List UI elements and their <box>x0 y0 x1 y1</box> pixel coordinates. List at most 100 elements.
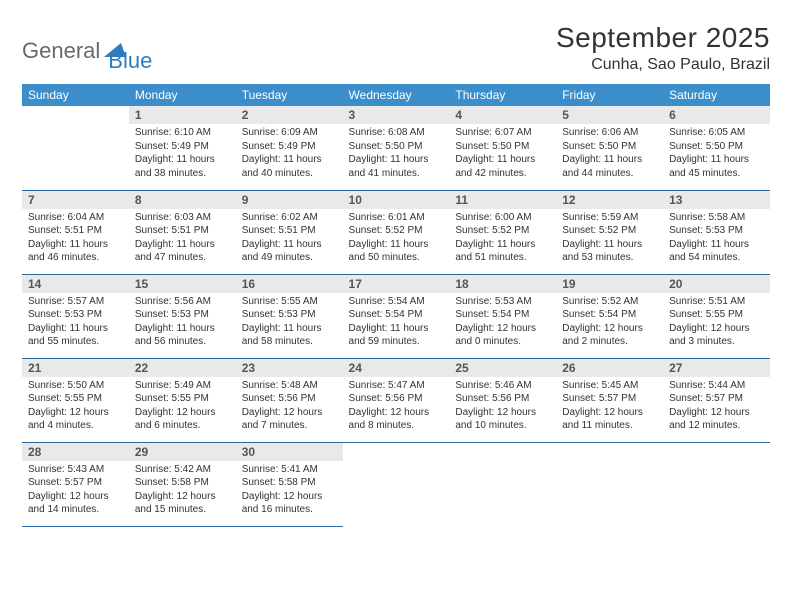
calendar-day-cell: 30Sunrise: 5:41 AMSunset: 5:58 PMDayligh… <box>236 442 343 526</box>
day-details: Sunrise: 5:53 AMSunset: 5:54 PMDaylight:… <box>449 293 556 353</box>
calendar-day-cell: 18Sunrise: 5:53 AMSunset: 5:54 PMDayligh… <box>449 274 556 358</box>
calendar-day-cell: 22Sunrise: 5:49 AMSunset: 5:55 PMDayligh… <box>129 358 236 442</box>
day-details: Sunrise: 6:02 AMSunset: 5:51 PMDaylight:… <box>236 209 343 269</box>
day-number: 8 <box>129 191 236 209</box>
day-number: 10 <box>343 191 450 209</box>
day-details: Sunrise: 5:46 AMSunset: 5:56 PMDaylight:… <box>449 377 556 437</box>
header: General Blue September 2025 Cunha, Sao P… <box>22 22 770 74</box>
day-details: Sunrise: 5:58 AMSunset: 5:53 PMDaylight:… <box>663 209 770 269</box>
calendar-day-cell: 23Sunrise: 5:48 AMSunset: 5:56 PMDayligh… <box>236 358 343 442</box>
calendar-day-cell: 15Sunrise: 5:56 AMSunset: 5:53 PMDayligh… <box>129 274 236 358</box>
day-details: Sunrise: 5:43 AMSunset: 5:57 PMDaylight:… <box>22 461 129 521</box>
day-details: Sunrise: 5:47 AMSunset: 5:56 PMDaylight:… <box>343 377 450 437</box>
calendar-week-row: 14Sunrise: 5:57 AMSunset: 5:53 PMDayligh… <box>22 274 770 358</box>
day-details: Sunrise: 5:50 AMSunset: 5:55 PMDaylight:… <box>22 377 129 437</box>
day-number: 17 <box>343 275 450 293</box>
day-details: Sunrise: 6:08 AMSunset: 5:50 PMDaylight:… <box>343 124 450 184</box>
logo: General Blue <box>22 22 152 74</box>
day-number: 2 <box>236 106 343 124</box>
day-details: Sunrise: 5:44 AMSunset: 5:57 PMDaylight:… <box>663 377 770 437</box>
calendar-day-cell <box>22 106 129 190</box>
day-details: Sunrise: 5:41 AMSunset: 5:58 PMDaylight:… <box>236 461 343 521</box>
calendar-week-row: 7Sunrise: 6:04 AMSunset: 5:51 PMDaylight… <box>22 190 770 274</box>
day-number: 7 <box>22 191 129 209</box>
calendar-day-cell: 7Sunrise: 6:04 AMSunset: 5:51 PMDaylight… <box>22 190 129 274</box>
day-details: Sunrise: 5:56 AMSunset: 5:53 PMDaylight:… <box>129 293 236 353</box>
calendar-day-cell: 10Sunrise: 6:01 AMSunset: 5:52 PMDayligh… <box>343 190 450 274</box>
day-number: 11 <box>449 191 556 209</box>
weekday-header: Sunday <box>22 84 129 106</box>
logo-text-blue: Blue <box>108 48 152 74</box>
calendar-day-cell <box>449 442 556 526</box>
day-number: 4 <box>449 106 556 124</box>
day-number: 13 <box>663 191 770 209</box>
day-details: Sunrise: 6:10 AMSunset: 5:49 PMDaylight:… <box>129 124 236 184</box>
day-details: Sunrise: 5:42 AMSunset: 5:58 PMDaylight:… <box>129 461 236 521</box>
day-details: Sunrise: 6:06 AMSunset: 5:50 PMDaylight:… <box>556 124 663 184</box>
location: Cunha, Sao Paulo, Brazil <box>556 56 770 74</box>
calendar-day-cell: 29Sunrise: 5:42 AMSunset: 5:58 PMDayligh… <box>129 442 236 526</box>
day-number: 22 <box>129 359 236 377</box>
day-details: Sunrise: 5:57 AMSunset: 5:53 PMDaylight:… <box>22 293 129 353</box>
day-number: 28 <box>22 443 129 461</box>
day-details: Sunrise: 6:03 AMSunset: 5:51 PMDaylight:… <box>129 209 236 269</box>
title-block: September 2025 Cunha, Sao Paulo, Brazil <box>556 22 770 74</box>
month-title: September 2025 <box>556 22 770 54</box>
calendar-day-cell: 25Sunrise: 5:46 AMSunset: 5:56 PMDayligh… <box>449 358 556 442</box>
day-number: 25 <box>449 359 556 377</box>
day-number: 6 <box>663 106 770 124</box>
calendar-table: SundayMondayTuesdayWednesdayThursdayFrid… <box>22 84 770 527</box>
weekday-header: Thursday <box>449 84 556 106</box>
day-number: 9 <box>236 191 343 209</box>
calendar-day-cell: 13Sunrise: 5:58 AMSunset: 5:53 PMDayligh… <box>663 190 770 274</box>
day-number: 30 <box>236 443 343 461</box>
day-number: 15 <box>129 275 236 293</box>
day-details: Sunrise: 5:51 AMSunset: 5:55 PMDaylight:… <box>663 293 770 353</box>
calendar-day-cell: 9Sunrise: 6:02 AMSunset: 5:51 PMDaylight… <box>236 190 343 274</box>
calendar-day-cell: 5Sunrise: 6:06 AMSunset: 5:50 PMDaylight… <box>556 106 663 190</box>
calendar-day-cell: 21Sunrise: 5:50 AMSunset: 5:55 PMDayligh… <box>22 358 129 442</box>
calendar-day-cell: 6Sunrise: 6:05 AMSunset: 5:50 PMDaylight… <box>663 106 770 190</box>
day-number: 1 <box>129 106 236 124</box>
day-number: 27 <box>663 359 770 377</box>
day-details: Sunrise: 5:55 AMSunset: 5:53 PMDaylight:… <box>236 293 343 353</box>
calendar-day-cell: 2Sunrise: 6:09 AMSunset: 5:49 PMDaylight… <box>236 106 343 190</box>
day-details: Sunrise: 6:09 AMSunset: 5:49 PMDaylight:… <box>236 124 343 184</box>
day-number: 29 <box>129 443 236 461</box>
day-details: Sunrise: 5:45 AMSunset: 5:57 PMDaylight:… <box>556 377 663 437</box>
day-number: 14 <box>22 275 129 293</box>
calendar-day-cell: 16Sunrise: 5:55 AMSunset: 5:53 PMDayligh… <box>236 274 343 358</box>
weekday-header: Friday <box>556 84 663 106</box>
day-details: Sunrise: 5:48 AMSunset: 5:56 PMDaylight:… <box>236 377 343 437</box>
calendar-day-cell: 20Sunrise: 5:51 AMSunset: 5:55 PMDayligh… <box>663 274 770 358</box>
day-number: 18 <box>449 275 556 293</box>
calendar-day-cell: 8Sunrise: 6:03 AMSunset: 5:51 PMDaylight… <box>129 190 236 274</box>
calendar-day-cell: 19Sunrise: 5:52 AMSunset: 5:54 PMDayligh… <box>556 274 663 358</box>
calendar-day-cell: 28Sunrise: 5:43 AMSunset: 5:57 PMDayligh… <box>22 442 129 526</box>
day-number: 3 <box>343 106 450 124</box>
calendar-week-row: 21Sunrise: 5:50 AMSunset: 5:55 PMDayligh… <box>22 358 770 442</box>
calendar-day-cell: 14Sunrise: 5:57 AMSunset: 5:53 PMDayligh… <box>22 274 129 358</box>
weekday-header: Wednesday <box>343 84 450 106</box>
day-details: Sunrise: 6:07 AMSunset: 5:50 PMDaylight:… <box>449 124 556 184</box>
calendar-day-cell: 24Sunrise: 5:47 AMSunset: 5:56 PMDayligh… <box>343 358 450 442</box>
calendar-day-cell: 12Sunrise: 5:59 AMSunset: 5:52 PMDayligh… <box>556 190 663 274</box>
calendar-day-cell: 3Sunrise: 6:08 AMSunset: 5:50 PMDaylight… <box>343 106 450 190</box>
day-number: 12 <box>556 191 663 209</box>
day-details: Sunrise: 5:49 AMSunset: 5:55 PMDaylight:… <box>129 377 236 437</box>
calendar-day-cell: 4Sunrise: 6:07 AMSunset: 5:50 PMDaylight… <box>449 106 556 190</box>
calendar-header-row: SundayMondayTuesdayWednesdayThursdayFrid… <box>22 84 770 106</box>
day-number: 19 <box>556 275 663 293</box>
day-number: 26 <box>556 359 663 377</box>
calendar-day-cell: 11Sunrise: 6:00 AMSunset: 5:52 PMDayligh… <box>449 190 556 274</box>
day-number: 5 <box>556 106 663 124</box>
calendar-week-row: 28Sunrise: 5:43 AMSunset: 5:57 PMDayligh… <box>22 442 770 526</box>
weekday-header: Tuesday <box>236 84 343 106</box>
calendar-day-cell <box>556 442 663 526</box>
weekday-header: Monday <box>129 84 236 106</box>
day-number: 16 <box>236 275 343 293</box>
calendar-day-cell <box>343 442 450 526</box>
day-details: Sunrise: 6:01 AMSunset: 5:52 PMDaylight:… <box>343 209 450 269</box>
day-details: Sunrise: 5:54 AMSunset: 5:54 PMDaylight:… <box>343 293 450 353</box>
day-number: 20 <box>663 275 770 293</box>
